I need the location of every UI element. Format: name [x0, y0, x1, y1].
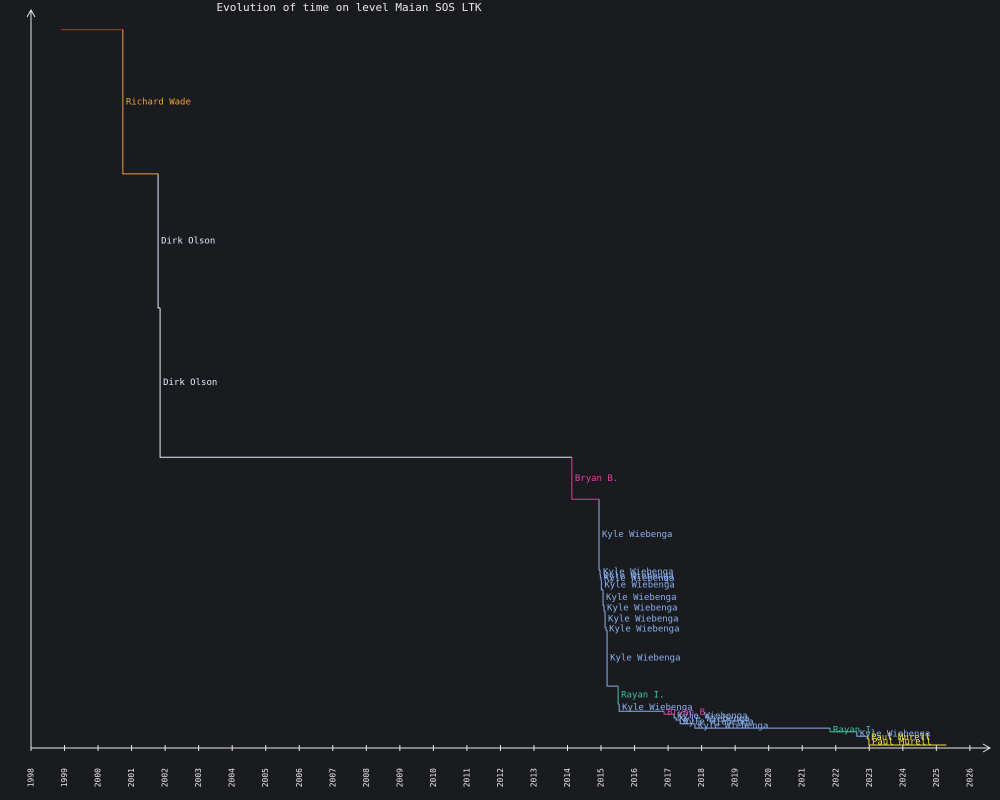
x-axis [31, 743, 992, 753]
record-label: Kyle Wiebenga [603, 568, 673, 578]
x-tick-label: 2023 [865, 768, 874, 787]
record-label: Paul Murell [871, 733, 931, 743]
x-tick-label: 1999 [60, 768, 69, 787]
x-tick-label: 2012 [496, 768, 505, 787]
record-label: Kyle Wiebenga [622, 703, 692, 713]
record-label: Kyle Wiebenga [603, 571, 673, 581]
record-label: Kyle Wiebenga [606, 593, 676, 603]
x-tick-label: 2017 [664, 768, 673, 787]
x-tick-label: 2015 [597, 768, 606, 787]
record-label: Kyle Wiebenga [604, 580, 674, 590]
record-label: Kyle Wiebenga [602, 530, 672, 540]
x-tick-label: 2009 [395, 768, 404, 787]
record-label: Paul Murell [872, 738, 932, 748]
step-segment [600, 580, 604, 591]
record-label: Kyle Wiebenga [860, 730, 930, 740]
x-tick-label: 2020 [764, 768, 773, 787]
record-label: Kyle Wiebenga [609, 624, 679, 634]
x-tick-label: 2003 [194, 768, 203, 787]
record-label: Rayan I. [621, 691, 664, 701]
x-tick-label: 2008 [362, 768, 371, 787]
record-label: Rayan I. [833, 725, 876, 735]
record-label: Kyle Wiebenga [683, 717, 753, 727]
step-segment [694, 723, 831, 729]
x-tick-label: 2004 [228, 768, 237, 787]
x-tick-label: 2001 [127, 768, 136, 787]
x-tick-label: 2007 [328, 768, 337, 787]
x-tick-label: 2013 [529, 768, 538, 787]
step-segment [663, 711, 675, 715]
x-tick-label: 1998 [27, 768, 36, 787]
x-tick-label: 2019 [731, 768, 740, 787]
step-segment [679, 720, 695, 725]
record-label: Kyle Wiebenga [677, 711, 747, 721]
x-tick-label: 2016 [630, 768, 639, 787]
record-label: Kyle Wiebenga [610, 654, 680, 664]
step-segment [673, 714, 677, 719]
x-tick-label: 2006 [295, 768, 304, 787]
chart-title: Evolution of time on level Maian SOS LTK [217, 1, 482, 14]
record-label: Kyle Wiebenga [679, 714, 749, 724]
step-segment [159, 307, 572, 458]
x-tick-label: 2011 [462, 768, 471, 787]
record-label: Kyle Wiebenga [608, 615, 678, 625]
x-tick-label: 2022 [831, 768, 840, 787]
step-segment [571, 457, 600, 500]
step-segment [868, 739, 947, 746]
step-segment [856, 731, 868, 737]
step-segment [157, 173, 161, 309]
record-label: Bryan B. [667, 708, 710, 718]
x-tick-label: 2000 [94, 768, 103, 787]
step-segment [122, 29, 159, 175]
record-label: Kyle Wiebenga [607, 604, 677, 614]
x-tick-label: 2014 [563, 768, 572, 787]
x-tick-label: 2018 [697, 768, 706, 787]
step-segment [606, 630, 619, 687]
x-tick-label: 2024 [898, 768, 907, 787]
x-tick-label: 2021 [798, 768, 807, 787]
x-tick-label: 2025 [932, 768, 941, 787]
step-segment [675, 717, 681, 721]
x-tick-label: 2010 [429, 768, 438, 787]
record-label: Richard Wade [126, 97, 191, 107]
x-tick-label: 2026 [965, 768, 974, 787]
record-label: Kyle Wiebenga [604, 574, 674, 584]
record-label: Dirk Olson [161, 236, 215, 246]
step-segment [829, 728, 857, 733]
x-tick-label: 2002 [161, 768, 170, 787]
record-label: Dirk Olson [163, 378, 217, 388]
y-axis [26, 8, 36, 748]
x-tick-label: 2005 [261, 768, 270, 787]
step-segment [618, 703, 665, 712]
record-label: Bryan B. [575, 474, 618, 484]
record-label: Kyle Wiebenga [698, 721, 768, 731]
